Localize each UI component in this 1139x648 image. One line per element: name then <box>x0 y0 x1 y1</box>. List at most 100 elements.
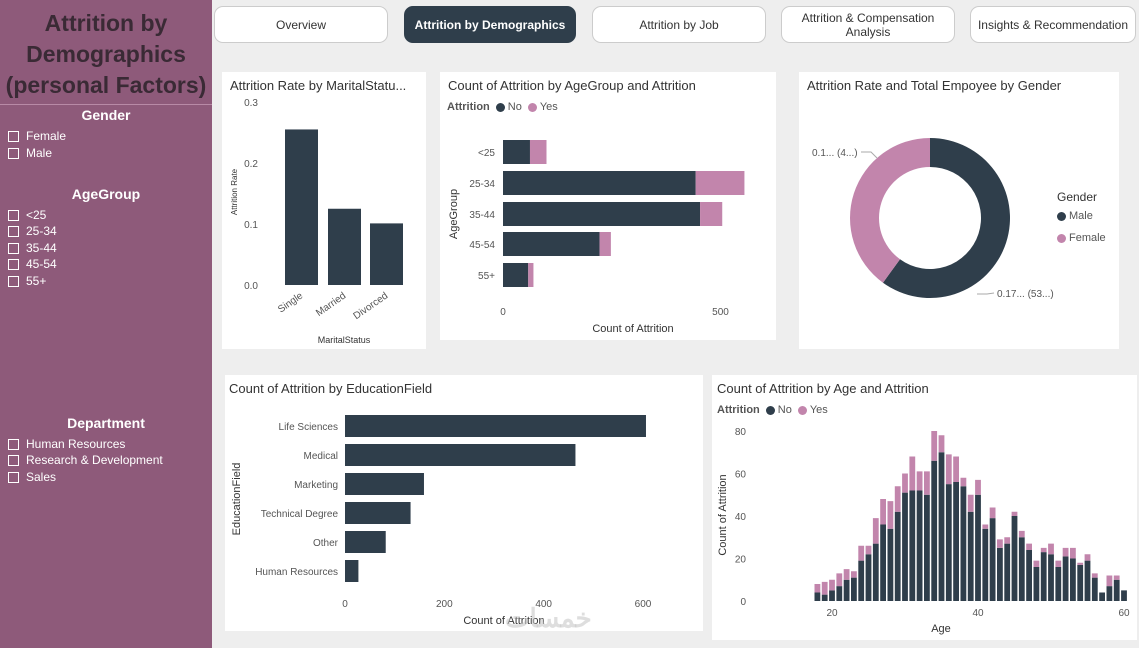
bar-yes <box>1004 537 1011 544</box>
bar-no <box>1026 550 1032 601</box>
bar-no <box>503 232 600 256</box>
bar-no <box>503 202 701 226</box>
age-chart-card[interactable]: Count of Attrition by Age and Attrition … <box>712 375 1137 640</box>
bar-yes <box>945 454 952 485</box>
bar-yes <box>1026 543 1032 550</box>
legend-label: Yes <box>539 101 558 113</box>
bar-no <box>1077 564 1084 601</box>
legend-no-icon <box>765 405 775 415</box>
filter-option-human-resources[interactable]: Human Resources <box>8 436 125 452</box>
y-axis-title: Count of Attrition <box>717 474 729 555</box>
gender-chart-card[interactable]: Attrition Rate and Total Empoyee by Gend… <box>799 72 1119 349</box>
bar-no <box>851 577 857 601</box>
x-tick-label: 0 <box>342 599 348 610</box>
bar-yes <box>1040 547 1047 553</box>
page-title: Attrition by Demographics (personal Fact… <box>0 8 212 101</box>
legend-yes-icon <box>797 405 807 415</box>
filter-option-35-44[interactable]: 35-44 <box>8 240 57 256</box>
filter-sidebar: Attrition by Demographics (personal Fact… <box>0 0 212 648</box>
y-tick-label: 25-34 <box>469 179 495 190</box>
marital-status-chart-card[interactable]: Attrition Rate by MaritalStatu... 0.0 0.1… <box>222 72 426 349</box>
bar-no <box>967 511 974 601</box>
bar-no <box>821 594 828 601</box>
y-tick-label: Human Resources <box>255 567 338 578</box>
filter-option-label: 55+ <box>26 274 47 288</box>
y-tick-label: 55+ <box>478 271 495 282</box>
legend-label: Female <box>1069 232 1106 244</box>
x-tick-label: 500 <box>712 307 729 318</box>
bar-no <box>909 490 916 601</box>
bar-yes <box>1077 562 1084 565</box>
bar-no <box>1106 586 1113 601</box>
checkbox-icon[interactable] <box>8 209 19 221</box>
x-tick-label: 200 <box>436 599 453 610</box>
bar-yes <box>528 263 534 287</box>
age-chart: 0 20 40 60 80 20 40 60 Age Count of Attrition <box>717 427 1130 635</box>
bar-yes <box>843 569 850 580</box>
filter-option-label: <25 <box>26 208 47 222</box>
checkbox-icon[interactable] <box>8 147 19 159</box>
filter-option-45-54[interactable]: 45-54 <box>8 256 57 272</box>
bar-no <box>982 528 989 601</box>
bar-no <box>503 263 529 287</box>
checkbox-icon[interactable] <box>8 242 19 254</box>
bar-yes <box>851 571 857 578</box>
bar-no <box>902 492 908 601</box>
bar-no <box>1040 552 1047 601</box>
chart-title: Attrition Rate by MaritalStatu... <box>230 78 407 93</box>
bar-no <box>872 543 879 601</box>
x-tick-label: 20 <box>826 608 838 619</box>
bar-no <box>975 494 981 601</box>
bar-no <box>1121 590 1127 601</box>
tab-insights-recommendation[interactable]: Insights & Recommendation <box>970 6 1136 43</box>
bar-no <box>1084 560 1091 601</box>
tab-attrition-by-demographics[interactable]: Attrition by Demographics <box>404 6 576 43</box>
checkbox-icon[interactable] <box>8 438 19 450</box>
educationfield-chart-card[interactable]: Count of Attrition by EducationField Lif… <box>225 375 703 631</box>
tab-overview[interactable]: Overview <box>214 6 388 43</box>
educationfield-chart: Life Sciences Medical Marketing Technical D… <box>231 415 652 627</box>
bar-no <box>1099 592 1105 601</box>
filter-option-under-25[interactable]: <25 <box>8 207 46 223</box>
checkbox-icon[interactable] <box>8 258 19 270</box>
tab-attrition-compensation[interactable]: Attrition & Compensation Analysis <box>781 6 955 43</box>
bar-yes <box>894 486 901 512</box>
bar-no <box>1070 558 1076 601</box>
checkbox-icon[interactable] <box>8 225 19 237</box>
filter-option-55-plus[interactable]: 55+ <box>8 273 46 289</box>
y-tick-label: Life Sciences <box>279 422 338 433</box>
bar-no <box>887 528 894 601</box>
bar-yes <box>821 581 828 595</box>
x-tick-label: 40 <box>972 608 984 619</box>
bar-no <box>836 586 843 601</box>
bar <box>345 415 646 437</box>
agegroup-chart-card[interactable]: Count of Attrition by AgeGroup and Attri… <box>440 72 776 340</box>
bar-no <box>997 547 1003 601</box>
tab-attrition-by-job[interactable]: Attrition by Job <box>592 6 766 43</box>
department-filter-heading: Department <box>67 415 145 431</box>
filter-option-research-development[interactable]: Research & Development <box>8 452 163 468</box>
x-tick-label: Divorced <box>352 290 391 322</box>
page-title-line: (personal Factors) <box>5 72 207 98</box>
bar-no <box>1033 567 1040 601</box>
filter-option-female[interactable]: Female <box>8 128 66 144</box>
bar-no <box>945 484 952 601</box>
bar-no <box>960 486 967 601</box>
y-tick-label: 60 <box>735 470 747 481</box>
checkbox-icon[interactable] <box>8 275 19 287</box>
y-tick-label: 0.2 <box>244 159 258 170</box>
checkbox-icon[interactable] <box>8 454 19 466</box>
bar-no <box>1055 567 1062 601</box>
legend-label: Male <box>1069 210 1093 222</box>
bar-yes <box>960 477 967 487</box>
checkbox-icon[interactable] <box>8 130 19 142</box>
y-tick-label: Marketing <box>294 480 338 491</box>
checkbox-icon[interactable] <box>8 471 19 483</box>
bar <box>345 444 576 466</box>
bar-no <box>1113 579 1120 601</box>
filter-option-male[interactable]: Male <box>8 145 52 161</box>
bar-no <box>989 518 996 601</box>
filter-option-25-34[interactable]: 25-34 <box>8 223 57 239</box>
legend-label: No <box>777 404 792 416</box>
filter-option-sales[interactable]: Sales <box>8 469 56 485</box>
